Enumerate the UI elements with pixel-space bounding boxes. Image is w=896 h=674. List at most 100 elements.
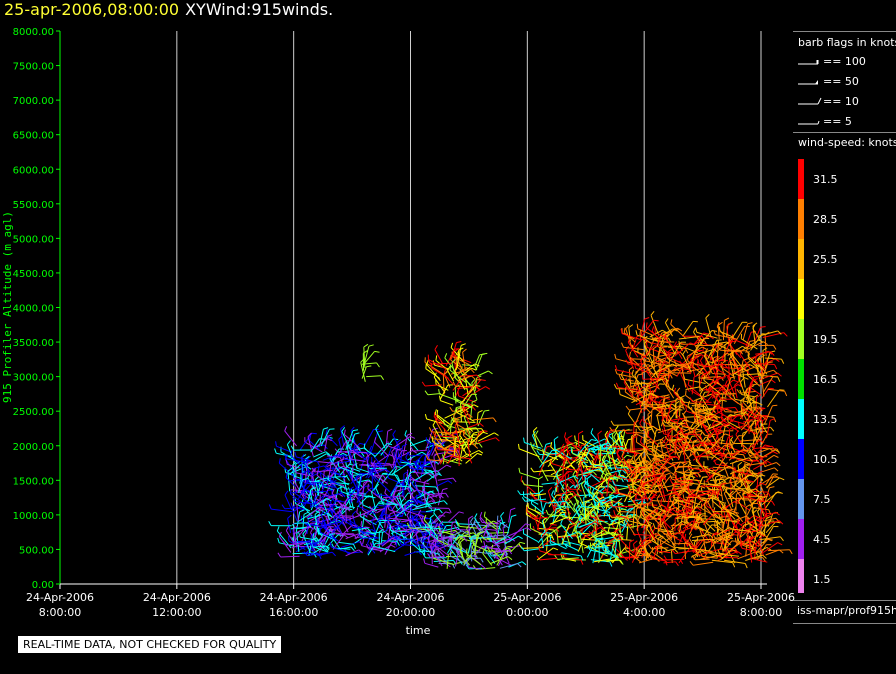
wind-barb [611,433,616,453]
wind-barb [706,403,719,407]
wind-barb-flag [703,332,709,335]
wind-barb-flag [595,507,601,511]
wind-barb-flag [725,424,731,427]
wind-barb [415,502,429,508]
wind-barb [758,536,781,541]
wind-barb [718,442,731,445]
wind-barb-flag [599,496,605,500]
wind-barb [757,330,778,337]
wind-barb-flag [612,494,618,499]
wind-barb-flag [438,520,444,525]
wind-barb [657,368,676,381]
wind-barb-flag [745,515,751,520]
wind-barb [456,529,470,531]
wind-barb [560,447,571,465]
wind-barb [345,445,363,459]
wind-barb-flag [579,460,585,463]
wind-barb [546,536,549,551]
wind-barb-flag [306,455,312,460]
wind-barb [692,335,710,346]
wind-barb [682,414,691,433]
wind-barb [542,520,548,536]
wind-barb-flag [458,347,464,351]
wind-barb-flag [518,443,520,449]
speed-swatch [798,559,804,593]
wind-barb [699,456,713,458]
wind-barb-flag [407,432,413,436]
wind-barb [724,559,746,564]
y-tick-label: 8000.00 [13,27,54,38]
wind-barb-flag [502,524,508,528]
wind-barb [307,453,327,465]
wind-barb [728,362,730,385]
wind-barb-flag [689,397,693,403]
wind-barb-flag [369,445,373,451]
wind-barb-flag [476,374,481,380]
wind-barb [562,488,577,490]
wind-barb-flag [370,542,373,548]
wind-barb-flag [367,483,369,489]
wind-barb [563,543,579,551]
speed-bin-label: 13.5 [813,413,838,426]
wind-barb-flag [555,470,559,476]
wind-barb-flag [484,544,488,550]
wind-barb [731,354,743,368]
wind-barb-flag [568,493,574,496]
wind-barb [722,507,740,518]
wind-barb [483,524,489,537]
wind-barb [703,355,712,368]
barb-flags-legend-title: barb flags in knots [798,36,896,49]
x-tick-date: 24-Apr-2006 [26,591,94,604]
wind-barb-flag [419,501,424,505]
wind-barb [678,336,700,340]
wind-barb-flag [653,345,660,348]
wind-barb [661,413,666,427]
wind-barb-flag [691,445,695,451]
wind-barb [683,498,701,506]
wind-barb [466,386,486,398]
wind-barb-flag [611,450,616,455]
wind-barb-flag [333,523,338,529]
wind-barb-flag [765,516,771,519]
wind-barb [476,437,496,444]
wind-barb [290,454,303,468]
wind-barb [296,491,311,496]
wind-barb [740,515,755,526]
wind-barb [618,387,636,391]
wind-barb [614,514,635,521]
wind-barb-flag [728,511,732,517]
wind-barb [285,530,295,544]
wind-barb [353,449,367,461]
wind-barb [700,485,721,488]
wind-barb-flag [366,365,372,368]
wind-barb-flag [641,351,645,357]
wind-barb [727,376,735,395]
wind-barb-flag [508,549,513,555]
wind-barb-flag [358,549,364,554]
barb-cluster [608,310,793,569]
wind-barb [631,392,651,404]
wind-barb-flag [391,505,396,510]
wind-barb-flag [726,322,732,327]
wind-barb-flag [688,369,692,375]
wind-barb-flag [314,510,320,514]
wind-barb-flag [287,467,293,472]
wind-barb [736,459,759,461]
wind-barb [672,526,693,537]
wind-barb-flag [597,539,602,544]
wind-barb [624,519,636,536]
wind-barb-flag [594,521,600,525]
wind-barb-flag [472,399,477,403]
wind-barb [292,526,311,535]
wind-barb [735,524,743,546]
wind-barb-flag [325,526,329,532]
wind-barb-flag [331,551,336,557]
wind-barb-flag [387,498,394,501]
wind-barb [689,440,695,457]
wind-barb-flag [583,448,587,454]
wind-barb-flag [425,363,427,369]
wind-barb [575,532,590,535]
wind-barb [579,531,584,554]
wind-barb [646,528,658,545]
x-tick-date: 25-Apr-2006 [493,591,561,604]
